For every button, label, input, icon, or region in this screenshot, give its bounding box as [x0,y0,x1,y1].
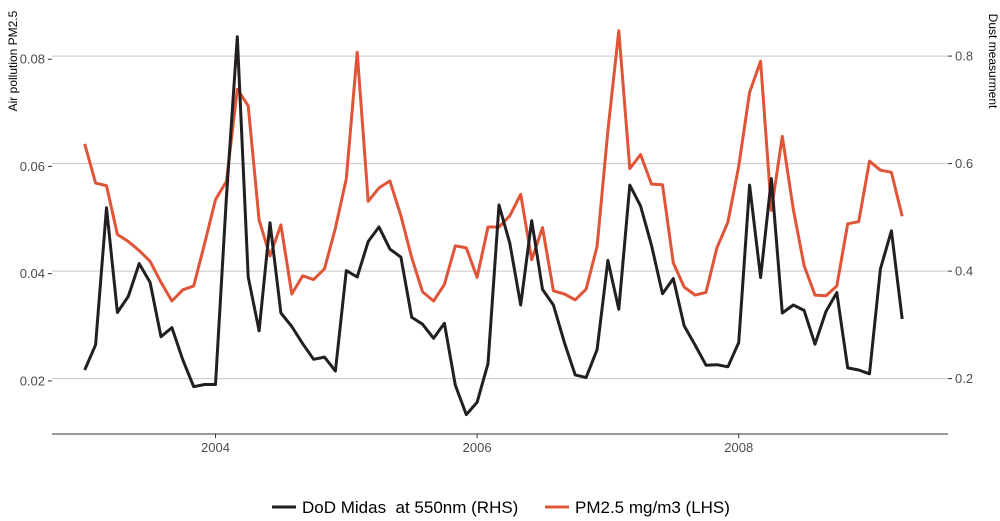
legend-label-dust: DoD Midas at 550nm (RHS) [302,498,518,517]
right-axis-title: Dust measurment [986,14,1000,109]
right-tick-label: 0.6 [955,156,973,171]
legend: DoD Midas at 550nm (RHS) PM2.5 mg/m3 (LH… [272,498,730,517]
x-tick-label: 2006 [463,440,492,455]
grid-lines [52,55,948,380]
left-axis-title: Air pollution PM2.5 [6,10,20,111]
left-tick-label: 0.06 [20,159,45,174]
left-tick-label: 0.04 [20,266,45,281]
right-tick-label: 0.8 [955,49,973,64]
left-axis-ticks: 0.02 0.04 0.06 0.08 [20,52,52,388]
series-line-pm25 [83,29,904,303]
right-tick-label: 0.4 [955,264,973,279]
left-tick-label: 0.08 [20,52,45,67]
right-axis-ticks: 0.2 0.4 0.6 0.8 [948,49,973,386]
left-tick-label: 0.02 [20,373,45,388]
series-line-dust [83,35,904,417]
legend-label-pm25: PM2.5 mg/m3 (LHS) [575,498,730,517]
x-tick-label: 2004 [201,440,230,455]
series-layer [83,29,904,417]
x-tick-label: 2008 [724,440,753,455]
right-tick-label: 0.2 [955,371,973,386]
x-axis-ticks: 2004 2006 2008 [201,434,753,455]
